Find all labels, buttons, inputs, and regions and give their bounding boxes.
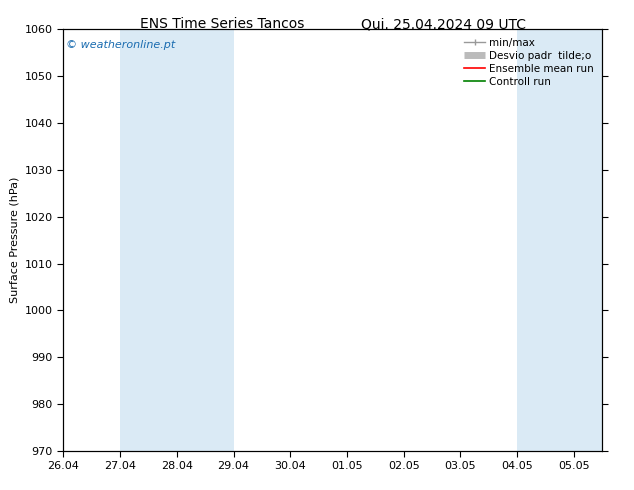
Text: ENS Time Series Tancos: ENS Time Series Tancos bbox=[139, 17, 304, 31]
Legend: min/max, Desvio padr  tilde;o, Ensemble mean run, Controll run: min/max, Desvio padr tilde;o, Ensemble m… bbox=[461, 35, 597, 90]
Y-axis label: Surface Pressure (hPa): Surface Pressure (hPa) bbox=[10, 177, 19, 303]
Text: © weatheronline.pt: © weatheronline.pt bbox=[66, 40, 176, 50]
Text: Qui. 25.04.2024 09 UTC: Qui. 25.04.2024 09 UTC bbox=[361, 17, 526, 31]
Bar bbox=[517, 29, 631, 451]
Bar bbox=[120, 29, 233, 451]
